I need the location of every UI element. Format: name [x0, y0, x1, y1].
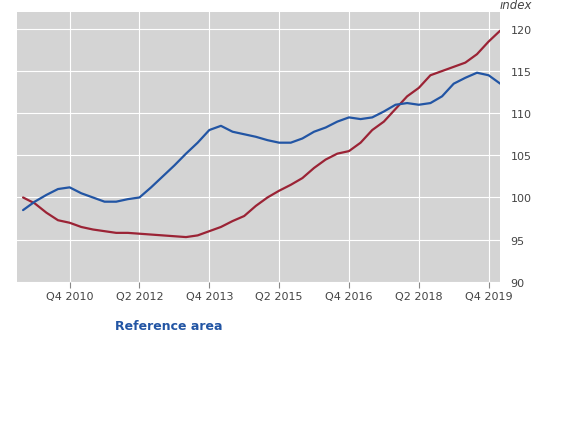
Text: index: index [499, 0, 532, 12]
Text: Reference area: Reference area [115, 319, 223, 332]
